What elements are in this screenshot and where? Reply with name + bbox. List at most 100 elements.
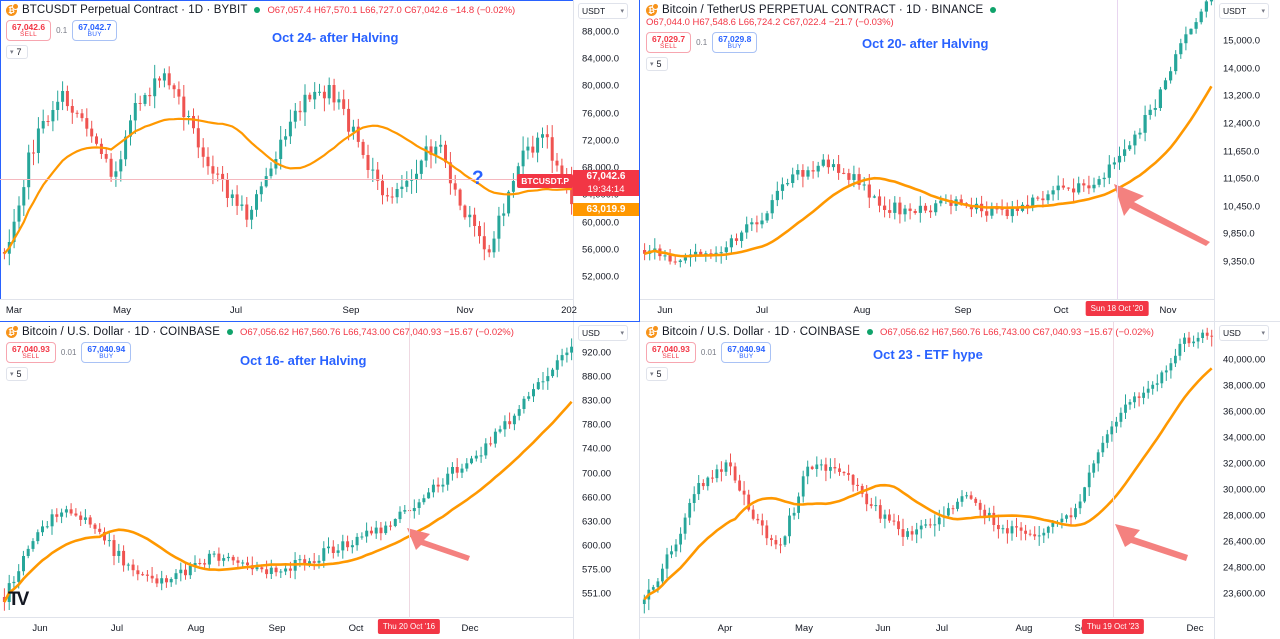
sell-label: SELL [662, 352, 680, 360]
timeframe-selector[interactable]: ▾ 5 [646, 56, 668, 71]
chevron-down-icon: ▾ [620, 8, 624, 15]
candlestick-series-bottom-right [642, 327, 1214, 614]
sell-price: 67,040.93 [12, 344, 50, 354]
y-axis-tick-label: 880.00 [582, 371, 612, 383]
sell-label: SELL [19, 30, 38, 38]
event-date-badge: Sun 18 Oct '20 [1085, 301, 1149, 316]
order-quantity[interactable]: 0.01 [700, 347, 717, 357]
buy-label: BUY [99, 352, 114, 360]
timeframe-selector[interactable]: ▾ 5 [6, 366, 28, 381]
candlestick-series-top-left [2, 64, 573, 266]
panel-top-right[interactable]: ₿ Bitcoin / TetherUS PERPETUAL CONTRACT … [640, 0, 1280, 322]
y-axis-tick-label: 72,000.0 [582, 135, 619, 147]
x-axis-tick-label: Sep [268, 623, 286, 634]
buy-label: BUY [87, 30, 102, 38]
x-axis-tick-label: Jun [875, 623, 891, 634]
x-axis-tick-label: Aug [1015, 623, 1033, 634]
x-axis-tick-label: Jun [32, 623, 48, 634]
price-tag-symbol-wrap: BTCUSDT.P [517, 171, 573, 189]
annotation-label: Oct 24- after Halving [272, 30, 399, 45]
x-axis-tick-label: Aug [853, 305, 871, 316]
buy-button[interactable]: 67,029.8 BUY [712, 32, 758, 53]
order-quantity[interactable]: 0.1 [56, 25, 68, 35]
chevron-down-icon: ▾ [620, 330, 624, 337]
sell-button[interactable]: 67,040.93 SELL [6, 342, 56, 363]
timeframe-selector[interactable]: ▾ 5 [646, 366, 668, 381]
annotation-label: Oct 16- after Halving [240, 353, 367, 368]
y-axis-tick-label: 14,000.0 [1223, 63, 1260, 75]
x-axis-tick-label: Jul [229, 305, 243, 316]
y-axis-bottom-right[interactable]: USD ▾ 40,000.00 38,000.00 36,000.00 34,000.… [1214, 322, 1280, 639]
currency-selector[interactable]: USD ▾ [578, 325, 628, 341]
y-axis-tick-label: 68,000.0 [582, 162, 619, 174]
y-axis-tick-label: 80,000.0 [582, 80, 619, 92]
y-axis-tick-label: 52,000.0 [582, 271, 619, 283]
timeframe-value: 5 [16, 368, 22, 379]
x-axis-tick-label: Dec [1186, 623, 1204, 634]
x-axis-tick-label: Dec [461, 623, 479, 634]
price-level-line [0, 179, 573, 180]
sell-button[interactable]: 67,029.7 SELL [646, 32, 692, 53]
event-date-badge: Thu 19 Oct '23 [1081, 619, 1145, 634]
x-axis-tick-label: Oct [1053, 305, 1069, 316]
plot-area-top-right[interactable] [640, 0, 1214, 299]
x-axis-tick-label: Jul [755, 305, 769, 316]
timeframe-selector[interactable]: ▾ 7 [6, 44, 28, 59]
x-axis-tick-label: Apr [717, 623, 733, 634]
buy-label: BUY [727, 42, 742, 50]
plot-area-bottom-right[interactable] [640, 322, 1214, 617]
y-axis-bottom-left[interactable]: USD ▾ 920.00 880.00 830.00 780.00 740.00 700.… [573, 322, 639, 639]
candlestick-series-bottom-left [2, 338, 573, 611]
x-axis-top-right[interactable]: Jun Jul Aug Sep Oct Nov Sun 18 Oct '20 [640, 299, 1214, 321]
chevron-down-icon: ▾ [10, 48, 14, 56]
y-axis-tick-label: 630.00 [582, 516, 612, 528]
y-axis-tick-label: 9,350.0 [1223, 256, 1255, 268]
price-tag-value: 67,042.6 19:34:14 [573, 170, 639, 197]
buy-button[interactable]: 67,040.94 BUY [721, 342, 772, 363]
x-axis-bottom-right[interactable]: AprMayJunJulAugSepOctDec Thu 19 Oct '23 [640, 617, 1214, 639]
sell-label: SELL [22, 352, 40, 360]
buy-button[interactable]: 67,042.7 BUY [72, 20, 118, 41]
sell-price: 67,029.7 [652, 34, 686, 44]
x-axis-tick-label: Sep [342, 305, 360, 316]
y-axis-top-left[interactable]: USDT ▾ 88,000.0 84,000.0 80,000.0 76,000.0 7… [573, 0, 639, 321]
timeframe-value: 5 [656, 58, 662, 69]
y-axis-top-right[interactable]: USDT ▾ 15,000.0 14,000.0 13,200.0 12,400.0 1… [1214, 0, 1280, 321]
buy-price: 67,042.7 [78, 22, 112, 32]
x-axis-tick-label: May [113, 305, 131, 316]
x-axis-tick-label: Jul [110, 623, 124, 634]
y-axis-tick-label: 11,650.0 [1223, 146, 1260, 157]
x-axis-bottom-left[interactable]: JunJulAugSepOctNovDec Thu 20 Oct '16 [0, 617, 573, 639]
candlestick-series-top-right [643, 0, 1214, 268]
y-axis-tick-label: 13,200.0 [1223, 90, 1260, 102]
y-axis-tick-label: 11,050.0 [1223, 173, 1260, 185]
order-quantity[interactable]: 0.01 [60, 347, 77, 357]
chevron-down-icon: ▾ [650, 60, 654, 68]
panel-bottom-left[interactable]: ₿ Bitcoin / U.S. Dollar · 1D · COINBASE … [0, 322, 640, 639]
plot-area-bottom-left[interactable] [0, 322, 573, 617]
currency-selector[interactable]: USDT ▾ [578, 3, 628, 19]
x-axis-top-left[interactable]: Mar May Jul Sep Nov 202 [0, 299, 577, 321]
currency-selector[interactable]: USDT ▾ [1219, 3, 1269, 19]
buy-button[interactable]: 67,040.94 BUY [81, 342, 132, 363]
x-axis-tick-label: Jul [935, 623, 949, 634]
sell-label: SELL [659, 42, 678, 50]
event-crosshair [1113, 322, 1114, 617]
panel-top-left[interactable]: ₿ BTCUSDT Perpetual Contract · 1D · BYBI… [0, 0, 640, 322]
plot-area-top-left[interactable] [0, 0, 573, 299]
order-quantity[interactable]: 0.1 [696, 37, 708, 47]
sell-button[interactable]: 67,040.93 SELL [646, 342, 696, 363]
y-axis-tick-label: 26,400.00 [1223, 536, 1266, 548]
sell-price: 67,040.93 [652, 344, 690, 354]
price-tag-countdown: 19:34:14 [587, 183, 625, 195]
currency-selector[interactable]: USD ▾ [1219, 325, 1269, 341]
panel-bottom-right[interactable]: ₿ Bitcoin / U.S. Dollar · 1D · COINBASE … [640, 322, 1280, 639]
currency-label: USD [1223, 328, 1241, 338]
event-crosshair [409, 322, 410, 617]
annotation-label: Oct 23 - ETF hype [873, 347, 983, 362]
timeframe-value: 5 [656, 368, 662, 379]
sell-button[interactable]: 67,042.6 SELL [6, 20, 52, 41]
pink-arrow-icon [1115, 524, 1188, 561]
event-date-badge: Thu 20 Oct '16 [377, 619, 441, 634]
event-crosshair [1117, 0, 1118, 299]
